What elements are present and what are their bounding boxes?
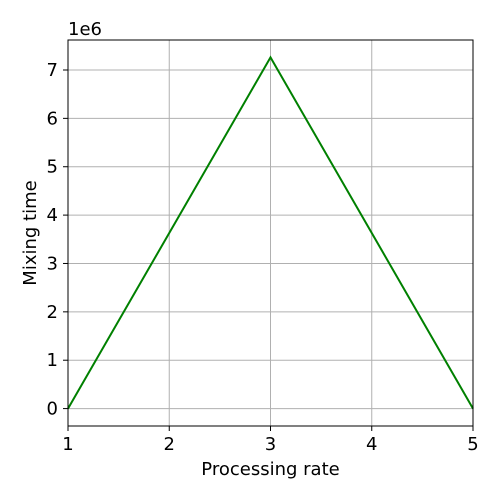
series-line	[67, 55, 474, 410]
x-tick-label: 5	[467, 434, 478, 455]
grid	[67, 40, 474, 426]
y-tick-label: 3	[47, 253, 58, 274]
y-tick-label: 0	[47, 399, 58, 420]
y-tick-label: 4	[47, 205, 58, 226]
series-layer	[67, 55, 474, 410]
y-tick-label: 6	[47, 108, 58, 129]
y-axis-title: Mixing time	[20, 180, 41, 285]
x-axis-title: Processing rate	[201, 459, 339, 480]
y-offset-label: 1e6	[68, 19, 102, 40]
x-tick-label: 3	[265, 434, 276, 455]
y-tick-label: 2	[47, 302, 58, 323]
y-tick-label: 7	[47, 60, 58, 81]
x-tick-label: 1	[62, 434, 73, 455]
x-tick-label: 4	[366, 434, 377, 455]
y-tick-label: 5	[47, 157, 58, 178]
x-tick-label: 2	[164, 434, 175, 455]
y-tick-label: 1	[47, 350, 58, 371]
